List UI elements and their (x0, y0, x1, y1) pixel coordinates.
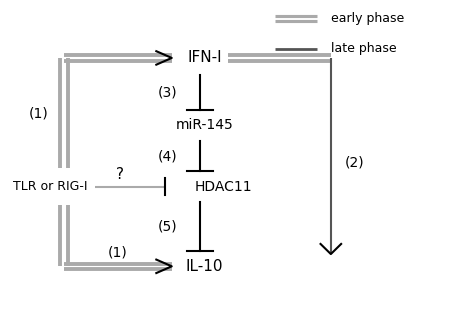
Text: (1): (1) (28, 106, 48, 120)
Text: (5): (5) (157, 219, 177, 233)
Text: late phase: late phase (331, 42, 396, 55)
Text: TLR or RIG-I: TLR or RIG-I (13, 180, 87, 193)
Text: HDAC11: HDAC11 (194, 180, 252, 194)
Text: IFN-I: IFN-I (187, 51, 222, 66)
Text: (2): (2) (345, 155, 364, 169)
Text: (1): (1) (108, 246, 128, 260)
Text: (3): (3) (157, 85, 177, 100)
Text: (4): (4) (157, 149, 177, 163)
Text: miR-145: miR-145 (176, 118, 233, 132)
Text: early phase: early phase (331, 12, 404, 25)
Text: ?: ? (116, 167, 124, 182)
Text: IL-10: IL-10 (186, 259, 223, 274)
